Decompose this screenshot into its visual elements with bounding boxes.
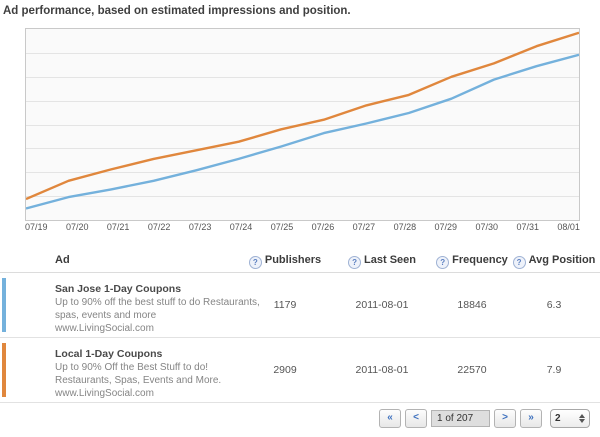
column-header-frequency: ? Frequency	[422, 254, 522, 269]
page-size-value: 2	[555, 413, 561, 424]
info-icon[interactable]: ?	[436, 256, 450, 269]
page-status-input[interactable]	[431, 410, 490, 427]
last-page-button[interactable]: »	[520, 409, 542, 428]
x-axis-label: 07/26	[311, 222, 335, 232]
page-size-select[interactable]: 2	[550, 409, 590, 428]
ad-url: www.LivingSocial.com	[55, 388, 154, 399]
x-axis-label: 07/23	[188, 222, 212, 232]
avg-position-value: 7.9	[546, 364, 562, 376]
x-axis-label: 07/29	[434, 222, 458, 232]
series-line-blue	[26, 53, 579, 210]
gridline	[26, 148, 579, 150]
x-axis-label: 07/20	[65, 222, 89, 232]
frequency-value: 18846	[457, 299, 487, 311]
info-icon[interactable]: ?	[348, 256, 362, 269]
x-axis-label: 07/19	[25, 222, 48, 232]
series-line-orange	[26, 31, 579, 201]
x-axis-label: 08/01	[557, 222, 580, 232]
column-header-ad: Ad	[55, 254, 70, 266]
table-row[interactable]: San Jose 1-Day Coupons Up to 90% off the…	[0, 273, 600, 338]
column-header-avg-position: ? Avg Position	[504, 254, 600, 269]
column-header-last-seen: ? Last Seen	[332, 254, 432, 269]
ad-url: www.LivingSocial.com	[55, 323, 154, 334]
table-header: Ad ? Publishers ? Last Seen ? Frequency ? Av…	[0, 250, 600, 273]
info-icon[interactable]: ?	[512, 256, 526, 269]
gridline	[26, 76, 579, 78]
page-title: Ad performance, based on estimated impre…	[3, 5, 351, 17]
last-seen-value: 2011-08-01	[355, 364, 409, 376]
gridline	[26, 100, 579, 102]
info-icon[interactable]: ?	[248, 256, 262, 269]
x-axis-label: 07/21	[106, 222, 130, 232]
avg-position-value: 6.3	[546, 299, 562, 311]
x-axis-label: 07/30	[475, 222, 499, 232]
column-header-label: Publishers	[264, 254, 322, 266]
publishers-value: 2909	[273, 364, 297, 376]
ad-description: Up to 90% off the best stuff to do Resta…	[55, 297, 260, 321]
x-axis-label: 07/24	[229, 222, 253, 232]
gridline	[26, 196, 579, 198]
x-axis-label: 07/22	[147, 222, 171, 232]
x-axis-label: 07/25	[270, 222, 294, 232]
x-axis-labels: 07/19 07/20 07/21 07/22 07/23 07/24 07/2…	[25, 222, 580, 232]
table-row[interactable]: Local 1-Day Coupons Up to 90% Off the Be…	[0, 338, 600, 403]
x-axis-label: 07/27	[352, 222, 376, 232]
first-page-button[interactable]: «	[379, 409, 401, 428]
column-header-label: Avg Position	[528, 254, 596, 266]
next-page-button[interactable]: >	[494, 409, 516, 428]
stepper-arrows-icon	[579, 414, 585, 423]
chart-svg	[26, 31, 579, 210]
ad-title[interactable]: San Jose 1-Day Coupons	[55, 283, 182, 295]
publishers-value: 1179	[273, 299, 297, 311]
column-header-label: Frequency	[452, 254, 508, 266]
frequency-value: 22570	[457, 364, 487, 376]
ad-cell: San Jose 1-Day Coupons Up to 90% off the…	[55, 283, 260, 335]
ad-title[interactable]: Local 1-Day Coupons	[55, 348, 163, 360]
x-axis-label: 07/31	[516, 222, 539, 232]
column-header-label: Last Seen	[364, 254, 416, 266]
gridline	[26, 52, 579, 54]
series-accent-bar	[2, 278, 6, 332]
last-seen-value: 2011-08-01	[355, 299, 409, 311]
line-chart	[25, 28, 580, 221]
pagination: « < > » 2	[379, 409, 590, 428]
gridline	[26, 172, 579, 174]
x-axis-label: 07/28	[393, 222, 417, 232]
ad-description: Up to 90% Off the Best Stuff to do! Rest…	[55, 362, 222, 386]
ad-cell: Local 1-Day Coupons Up to 90% Off the Be…	[55, 348, 260, 400]
column-header-publishers: ? Publishers	[235, 254, 335, 269]
prev-page-button[interactable]: <	[405, 409, 427, 428]
series-accent-bar	[2, 343, 6, 397]
